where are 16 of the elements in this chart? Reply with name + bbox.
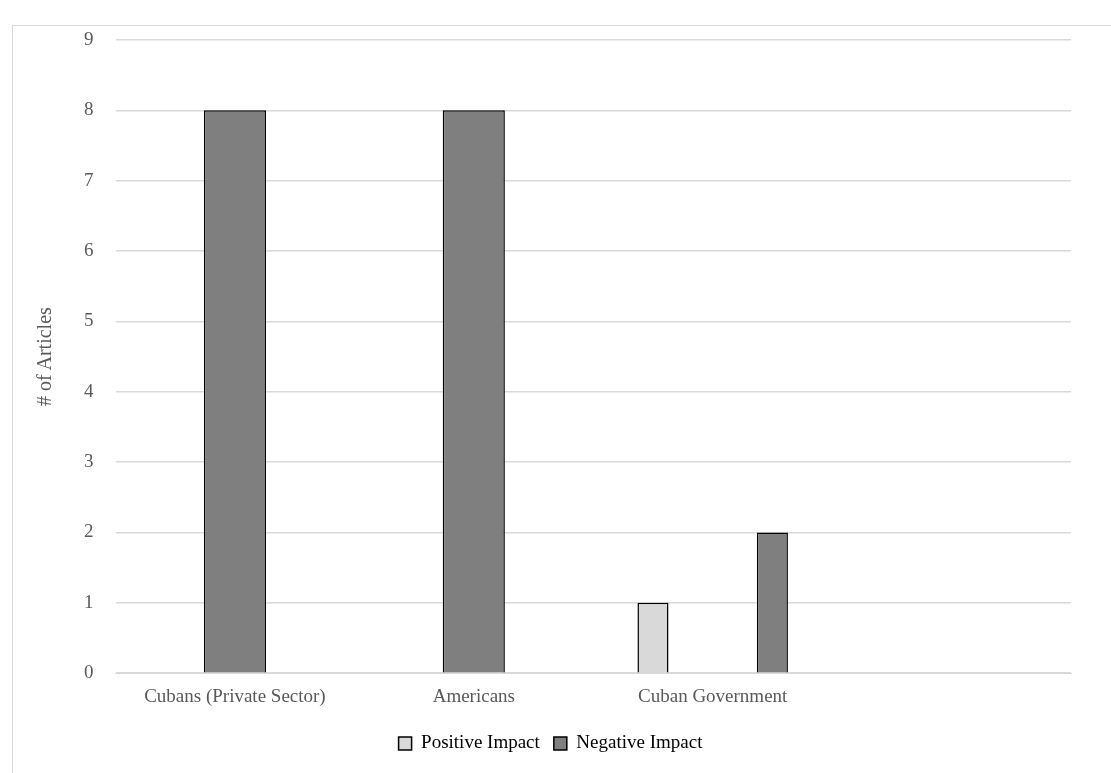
y-tick-label: 4 — [84, 379, 94, 401]
y-tick-label: 9 — [84, 27, 94, 49]
y-tick-label: 5 — [84, 309, 94, 331]
y-tick-label: 6 — [84, 239, 94, 261]
legend-label: Positive Impact — [421, 731, 541, 753]
x-tick-label: Cuban Government — [638, 684, 789, 706]
y-axis-title: # of Articles — [33, 306, 56, 407]
x-tick-label: Americans — [432, 684, 515, 706]
y-tick-label: 0 — [84, 661, 94, 683]
y-tick-label: 1 — [84, 590, 94, 612]
y-tick-label: 3 — [84, 450, 94, 472]
y-tick-label: 2 — [84, 520, 94, 542]
x-tick-label: Cubans (Private Sector) — [144, 684, 326, 707]
y-tick-label: 8 — [84, 98, 94, 120]
y-tick-label: 7 — [84, 168, 94, 190]
legend-label: Negative Impact — [576, 731, 704, 753]
